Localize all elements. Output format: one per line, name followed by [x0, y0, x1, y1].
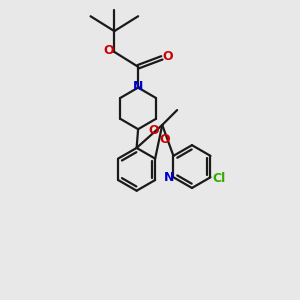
Text: O: O — [163, 50, 173, 63]
Text: Cl: Cl — [212, 172, 225, 185]
Text: N: N — [164, 171, 174, 184]
Text: N: N — [133, 80, 143, 93]
Text: O: O — [160, 133, 170, 146]
Text: O: O — [149, 124, 159, 137]
Text: O: O — [104, 44, 114, 57]
